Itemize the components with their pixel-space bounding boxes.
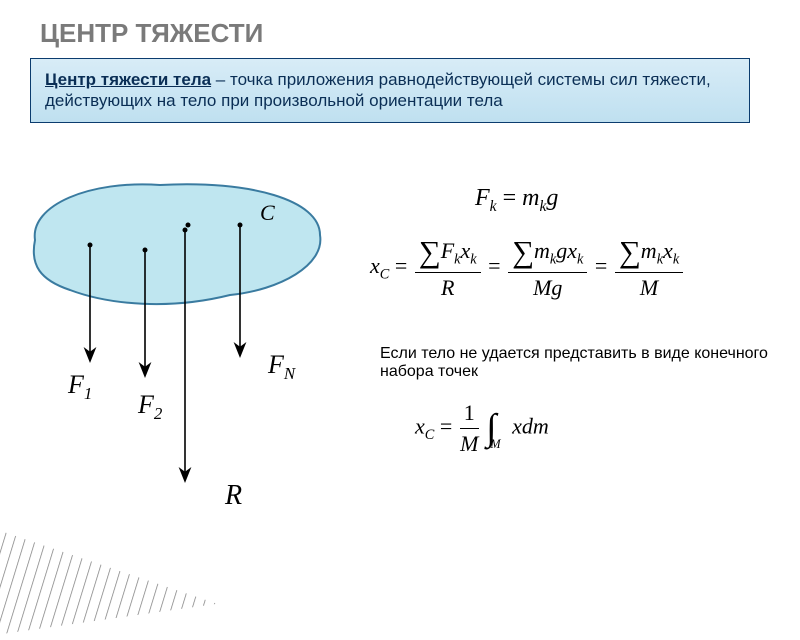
label-f1: F1 bbox=[68, 370, 92, 404]
equation-xc-integral: xC = 1 M ∫M xdm bbox=[415, 400, 549, 457]
label-fn: FN bbox=[268, 350, 295, 384]
definition-box: Центр тяжести тела – точка приложения ра… bbox=[30, 58, 750, 123]
point-c bbox=[186, 223, 191, 228]
equation-fk: Fk = mkg bbox=[475, 185, 558, 216]
label-r: R bbox=[225, 480, 242, 512]
label-f2: F2 bbox=[138, 390, 162, 424]
definition-term: Центр тяжести тела bbox=[45, 70, 211, 89]
corner-hatch-decoration bbox=[0, 445, 217, 640]
equation-xc-sum: xC = ∑Fkxk R = ∑mkgxk Mg = ∑mkxk M bbox=[370, 235, 685, 301]
mid-text: Если тело не удается представить в виде … bbox=[380, 345, 790, 381]
page-title: ЦЕНТР ТЯЖЕСТИ bbox=[40, 18, 263, 49]
label-c: C bbox=[260, 200, 275, 225]
body-blob bbox=[34, 184, 321, 304]
